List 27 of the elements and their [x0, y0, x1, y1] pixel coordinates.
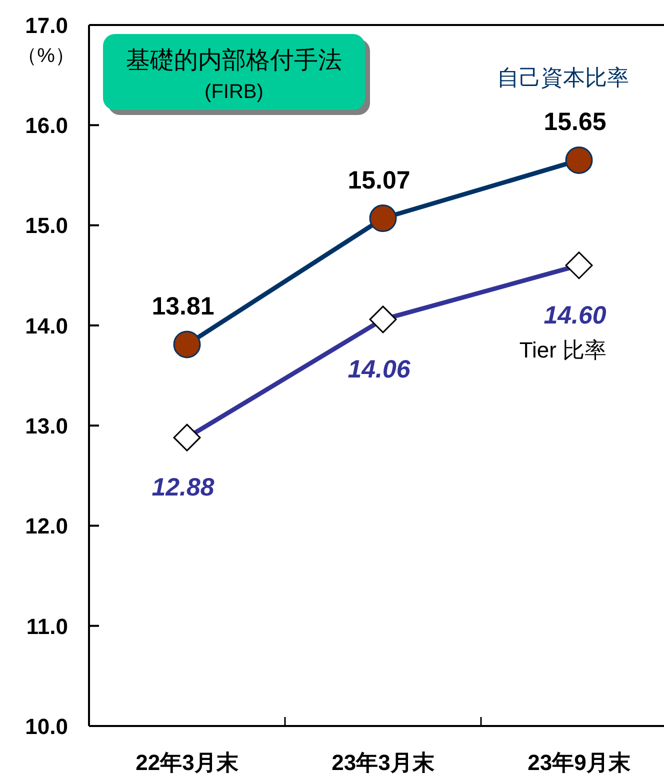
data-label: 15.65 — [544, 108, 606, 136]
point — [565, 252, 593, 280]
data-label: 12.88 — [152, 474, 214, 502]
y-tick-label: 16.0 — [25, 113, 68, 138]
data-label: 13.81 — [152, 292, 214, 320]
y-tick-label: 17.0 — [25, 12, 68, 38]
y-tick-label: 10.0 — [25, 714, 68, 739]
x-tick-label: 22年3月末 — [136, 750, 240, 775]
y-tick-label: 11.0 — [26, 614, 68, 639]
y-tick-label: 15.0 — [25, 213, 68, 238]
x-tick-label: 23年3月末 — [332, 750, 436, 775]
data-label: 14.06 — [348, 355, 412, 384]
point — [369, 204, 397, 232]
data-label: 15.07 — [348, 166, 410, 194]
point — [565, 146, 593, 174]
data-label: 14.60 — [544, 301, 606, 330]
y-axis-title: （%） — [17, 45, 75, 67]
point — [173, 330, 201, 358]
y-tick-label: 13.0 — [25, 413, 68, 438]
y-tick-label: 14.0 — [25, 313, 68, 338]
text: Tier 比率 — [519, 337, 607, 362]
text: 自己資本比率 — [497, 65, 629, 90]
point — [369, 306, 397, 334]
annotation: 基礎的内部格付手法 (FIRB) — [126, 47, 342, 103]
point — [173, 424, 201, 452]
x-tick-label: 23年9月末 — [528, 750, 632, 775]
y-tick-label: 12.0 — [25, 514, 68, 539]
